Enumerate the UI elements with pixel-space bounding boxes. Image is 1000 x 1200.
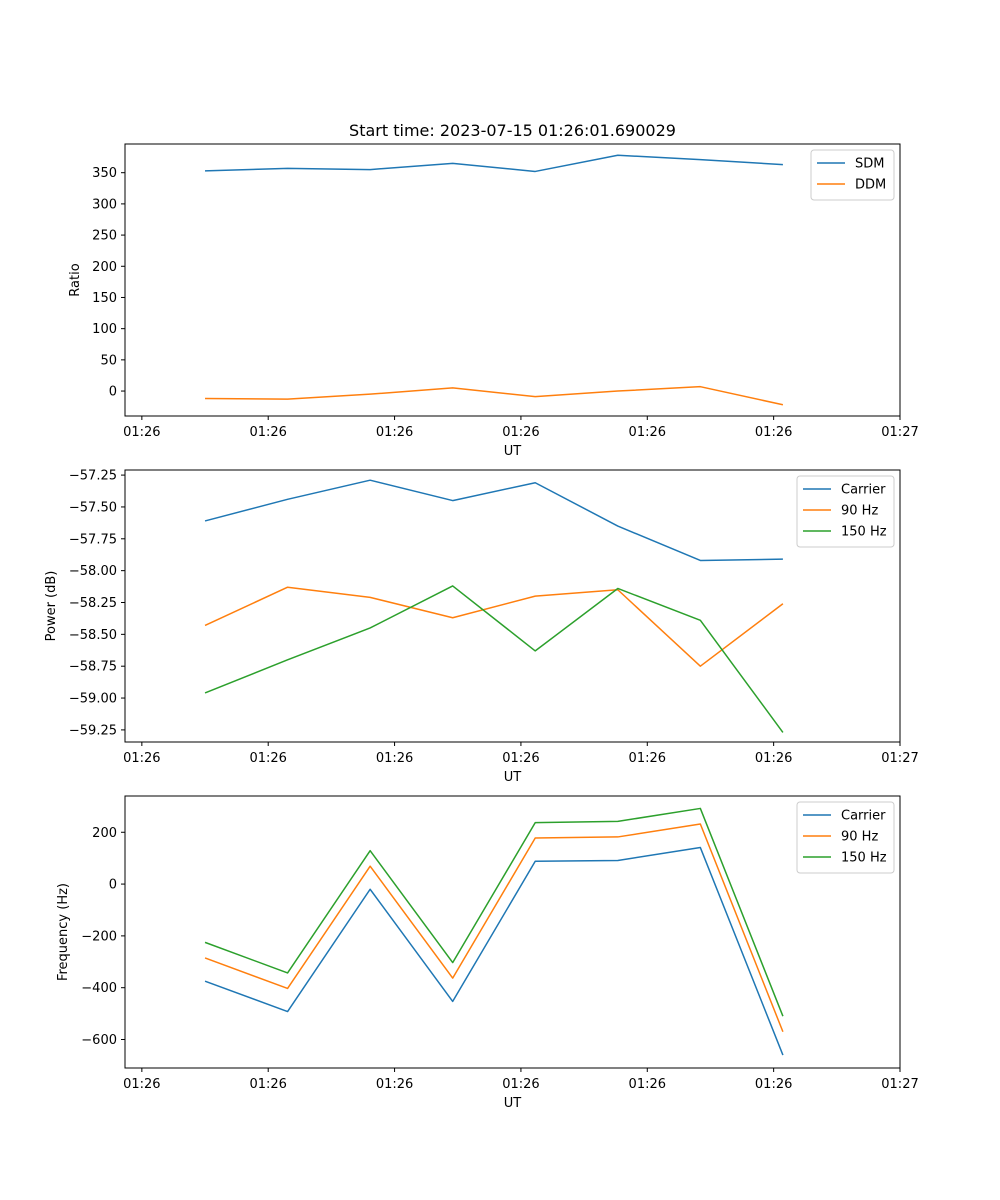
y-tick-label: −59.25 [69, 723, 117, 738]
chart-title: Start time: 2023-07-15 01:26:01.690029 [349, 121, 676, 140]
x-tick-label: 01:26 [755, 425, 792, 440]
legend-label: 150 Hz [841, 851, 887, 866]
x-tick-label: 01:26 [502, 751, 539, 766]
axes-frame [124, 143, 901, 417]
series-line-150-hz [204, 585, 784, 733]
y-tick-label: −58.50 [69, 628, 117, 643]
x-axis-label: UT [504, 770, 522, 785]
x-tick-label: 01:26 [502, 425, 539, 440]
series-line-carrier [204, 479, 783, 562]
legend-label: 150 Hz [841, 525, 887, 540]
x-tick-label: 01:26 [755, 751, 792, 766]
y-tick-label: 150 [92, 291, 117, 306]
x-tick-label: 01:26 [629, 1077, 666, 1092]
y-tick-label: 50 [100, 353, 117, 368]
axes-frame [124, 469, 901, 743]
x-tick-label: 01:26 [249, 751, 286, 766]
y-tick-label: 250 [92, 229, 117, 244]
series-line-90-hz [204, 586, 784, 667]
panel-1: 01:26 01:26 01:26 01:26 01:26 01:26 01:27 0 50 10… [68, 143, 919, 459]
x-tick-label: 01:27 [881, 751, 918, 766]
legend-label: SDM [855, 157, 884, 172]
x-tick-label: 01:26 [249, 1077, 286, 1092]
x-tick-label: 01:26 [376, 425, 413, 440]
y-tick-label: 0 [109, 385, 117, 400]
panel-2: 01:26 01:26 01:26 01:26 01:26 01:26 01:27 −57.2… [44, 469, 919, 785]
series-line-sdm [205, 154, 783, 173]
legend-label: Carrier [841, 483, 886, 498]
y-tick-label: −59.00 [69, 692, 117, 707]
axes-frame [124, 795, 901, 1069]
x-tick-label: 01:26 [123, 425, 160, 440]
y-tick-label: −57.75 [69, 532, 117, 547]
series-line-ddm [205, 385, 784, 406]
legend-label: DDM [855, 178, 886, 193]
x-tick-label: 01:26 [123, 751, 160, 766]
y-tick-label: −58.25 [69, 596, 117, 611]
y-axis-label: Power (dB) [44, 571, 59, 642]
x-axis-label: UT [504, 1096, 522, 1111]
legend-box [796, 475, 895, 548]
legend-box [796, 801, 895, 874]
y-tick-label: 200 [92, 260, 117, 275]
x-axis-label: UT [504, 444, 522, 459]
legend-label: 90 Hz [841, 830, 878, 845]
y-tick-label: −58.00 [69, 564, 117, 579]
series-line-150-hz [204, 807, 784, 1017]
y-tick-label: 200 [92, 826, 117, 841]
x-tick-label: 01:26 [755, 1077, 792, 1092]
x-tick-label: 01:26 [376, 1077, 413, 1092]
y-tick-label: −57.25 [69, 469, 117, 484]
y-tick-label: 300 [92, 197, 117, 212]
panel-3: 01:26 01:26 01:26 01:26 01:26 01:26 01:27 200 0 −… [56, 795, 919, 1111]
y-tick-label: 0 [109, 878, 117, 893]
x-tick-label: 01:26 [629, 425, 666, 440]
x-tick-label: 01:27 [881, 425, 918, 440]
y-tick-label: 350 [92, 166, 117, 181]
legend: SDM DDM [810, 149, 895, 201]
legend-label: Carrier [841, 809, 886, 824]
x-tick-label: 01:26 [123, 1077, 160, 1092]
x-tick-label: 01:26 [249, 425, 286, 440]
y-tick-label: −57.50 [69, 500, 117, 515]
x-tick-label: 01:26 [376, 751, 413, 766]
y-tick-label: −58.75 [69, 660, 117, 675]
y-tick-label: 100 [92, 322, 117, 337]
legend: Carrier 90 Hz 150 Hz [796, 801, 895, 874]
x-tick-label: 01:26 [629, 751, 666, 766]
series-line-carrier [204, 846, 784, 1056]
y-axis-label: Ratio [68, 263, 83, 296]
y-tick-label: −200 [81, 929, 117, 944]
legend: Carrier 90 Hz 150 Hz [796, 475, 895, 548]
y-tick-label: −600 [81, 1033, 117, 1048]
x-tick-label: 01:26 [502, 1077, 539, 1092]
x-tick-label: 01:27 [881, 1077, 918, 1092]
series-line-90-hz [204, 823, 784, 1033]
y-axis-label: Frequency (Hz) [56, 883, 71, 981]
y-tick-label: −400 [81, 981, 117, 996]
legend-label: 90 Hz [841, 504, 878, 519]
